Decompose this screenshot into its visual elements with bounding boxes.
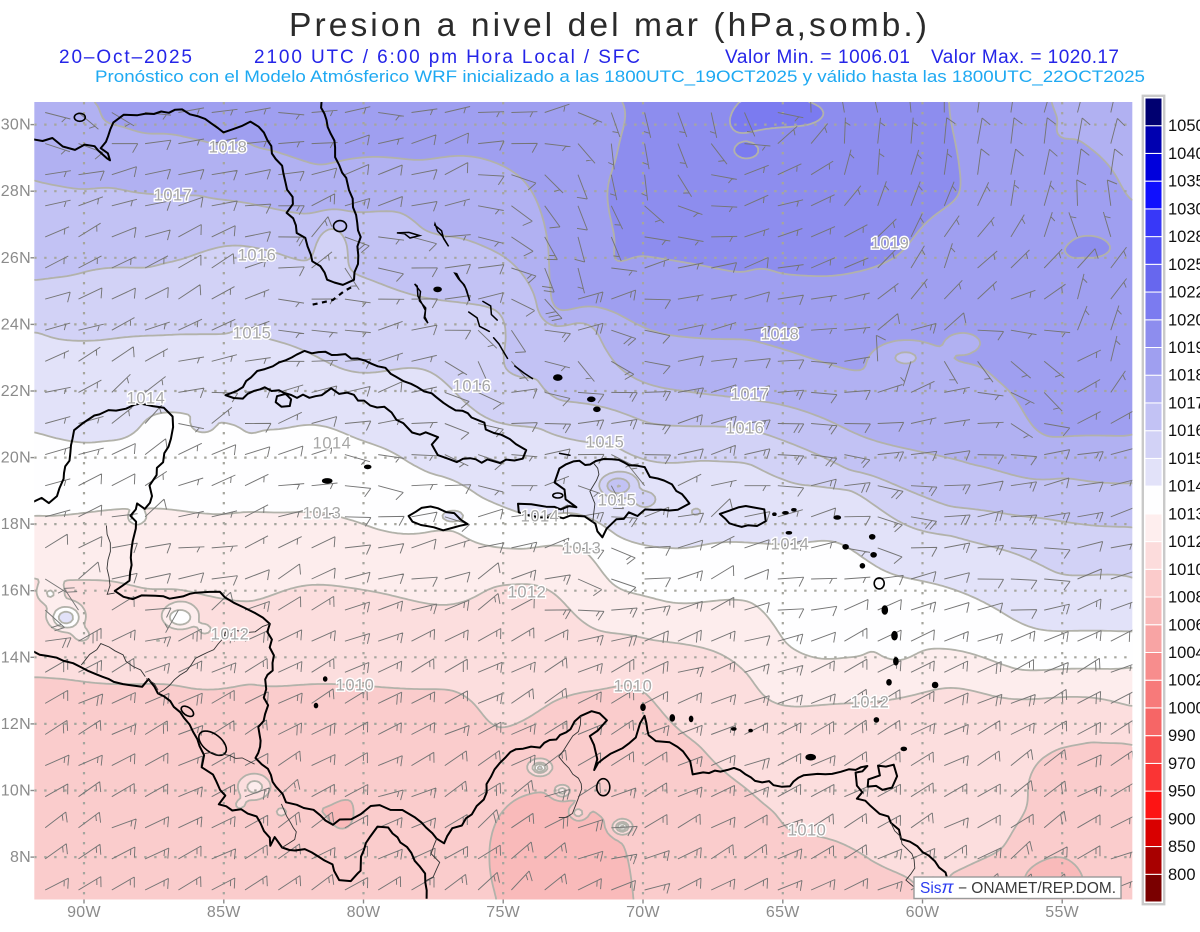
svg-text:26N: 26N (1, 250, 31, 267)
svg-text:900: 900 (1168, 810, 1196, 828)
svg-text:1018: 1018 (1168, 367, 1200, 385)
svg-text:1017: 1017 (154, 187, 193, 205)
svg-text:24N: 24N (1, 316, 31, 333)
svg-text:Sisπ: Sisπ (920, 877, 955, 897)
svg-text:1019: 1019 (1168, 339, 1200, 357)
svg-text:1015: 1015 (586, 434, 625, 452)
svg-text:65W: 65W (766, 904, 800, 921)
svg-text:2100 UTC / 6:00 pm Hora Local: 2100 UTC / 6:00 pm Hora Local / SFC (254, 47, 640, 68)
svg-text:1016: 1016 (453, 378, 492, 396)
svg-text:1015: 1015 (233, 325, 272, 343)
svg-text:950: 950 (1168, 783, 1196, 801)
svg-text:1012: 1012 (1168, 533, 1200, 551)
svg-text:28N: 28N (1, 183, 31, 200)
svg-text:1013: 1013 (563, 540, 602, 558)
svg-text:80W: 80W (347, 904, 381, 921)
svg-text:1010: 1010 (614, 678, 653, 696)
svg-text:1014: 1014 (313, 435, 352, 453)
svg-text:1004: 1004 (1168, 644, 1200, 662)
svg-text:1012: 1012 (211, 626, 250, 644)
svg-text:1014: 1014 (771, 536, 810, 554)
svg-text:1016: 1016 (1168, 422, 1200, 440)
svg-text:20–Oct–2025: 20–Oct–2025 (59, 47, 192, 68)
svg-text:1016: 1016 (726, 420, 765, 438)
svg-text:1035: 1035 (1168, 173, 1200, 191)
svg-text:90W: 90W (67, 904, 101, 921)
svg-text:1040: 1040 (1168, 145, 1200, 163)
svg-text:1015: 1015 (1168, 450, 1200, 468)
svg-text:Valor Min. = 1006.01: Valor Min. = 1006.01 (725, 47, 910, 68)
svg-text:1013: 1013 (1168, 505, 1200, 523)
svg-text:1015: 1015 (598, 492, 637, 510)
svg-text:55W: 55W (1045, 904, 1079, 921)
svg-text:1018: 1018 (209, 139, 248, 157)
svg-text:14N: 14N (1, 649, 31, 666)
svg-text:850: 850 (1168, 838, 1196, 856)
svg-text:1050: 1050 (1168, 117, 1200, 135)
svg-text:70W: 70W (626, 904, 660, 921)
svg-text:970: 970 (1168, 755, 1196, 773)
svg-text:1022: 1022 (1168, 284, 1200, 302)
svg-text:8N: 8N (10, 849, 31, 866)
svg-text:1013: 1013 (303, 505, 342, 523)
svg-text:1014: 1014 (1168, 478, 1200, 496)
svg-text:1006: 1006 (1168, 616, 1200, 634)
svg-text:20N: 20N (1, 450, 31, 467)
svg-text:1002: 1002 (1168, 672, 1200, 690)
svg-text:1016: 1016 (238, 247, 277, 265)
svg-text:− ONAMET/REP.DOM.: − ONAMET/REP.DOM. (958, 880, 1116, 897)
svg-text:990: 990 (1168, 727, 1196, 745)
svg-text:1028: 1028 (1168, 228, 1200, 246)
svg-text:1017: 1017 (731, 386, 770, 404)
svg-text:1014: 1014 (127, 390, 166, 408)
svg-text:1018: 1018 (761, 326, 800, 344)
svg-text:85W: 85W (207, 904, 241, 921)
svg-text:18N: 18N (1, 516, 31, 533)
svg-text:Presion a nivel del mar (hPa,s: Presion a nivel del mar (hPa,somb.) (289, 6, 930, 43)
svg-text:16N: 16N (1, 583, 31, 600)
svg-text:1017: 1017 (1168, 395, 1200, 413)
svg-text:1010: 1010 (336, 677, 375, 695)
svg-text:1012: 1012 (508, 584, 547, 602)
svg-text:12N: 12N (1, 716, 31, 733)
svg-text:Pronóstico con el Modelo Atmós: Pronóstico con el Modelo Atmósferico WRF… (95, 68, 1145, 86)
svg-text:10N: 10N (1, 783, 31, 800)
svg-text:1019: 1019 (871, 235, 910, 253)
svg-text:1020: 1020 (1168, 311, 1200, 329)
svg-text:1000: 1000 (1168, 699, 1200, 717)
svg-text:22N: 22N (1, 383, 31, 400)
svg-text:1014: 1014 (521, 508, 560, 526)
svg-text:1025: 1025 (1168, 256, 1200, 274)
svg-text:75W: 75W (486, 904, 520, 921)
svg-text:1010: 1010 (1168, 561, 1200, 579)
svg-text:30N: 30N (1, 117, 31, 134)
svg-text:1030: 1030 (1168, 200, 1200, 218)
svg-text:800: 800 (1168, 866, 1196, 884)
svg-text:1010: 1010 (788, 822, 827, 840)
svg-text:1012: 1012 (851, 694, 890, 712)
svg-text:60W: 60W (906, 904, 940, 921)
svg-text:1008: 1008 (1168, 589, 1200, 607)
svg-text:Valor Max. = 1020.17: Valor Max. = 1020.17 (931, 47, 1119, 68)
